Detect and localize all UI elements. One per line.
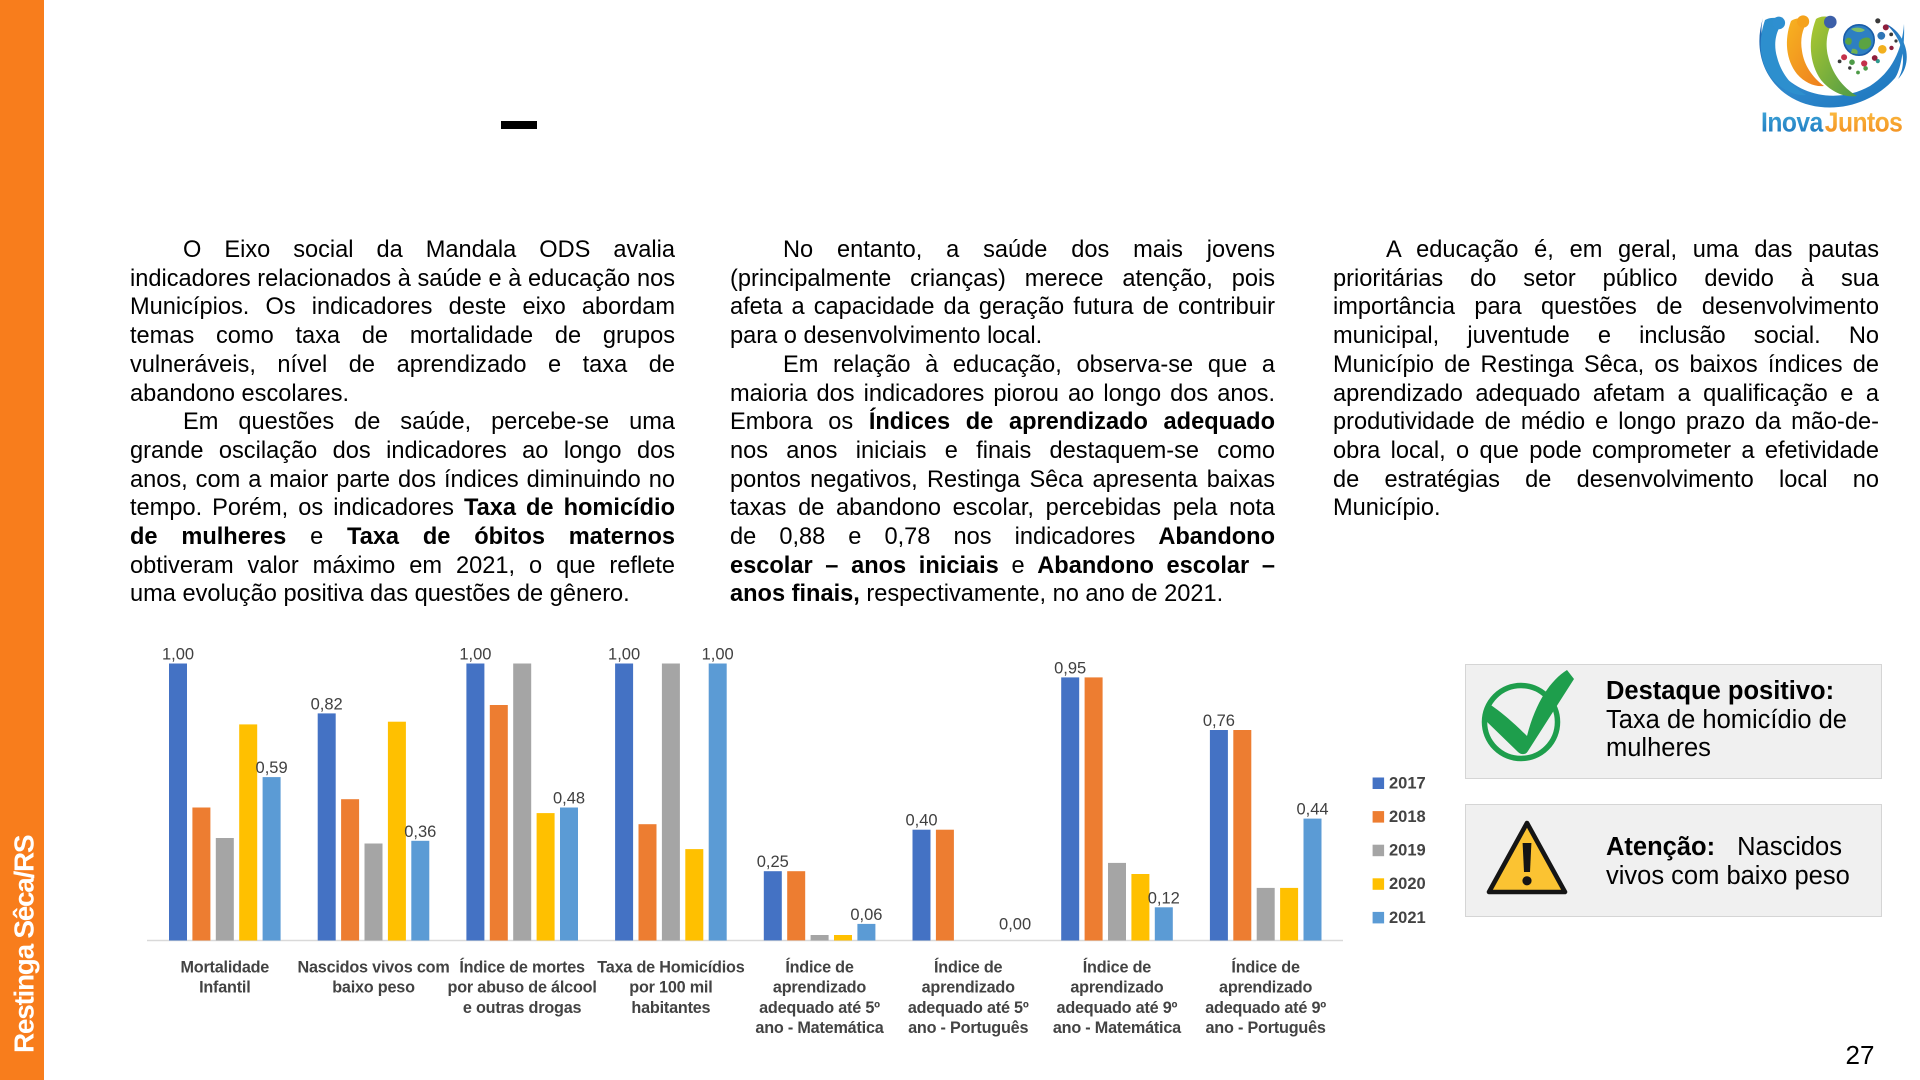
svg-text:Infantil: Infantil xyxy=(199,979,250,997)
svg-text:aprendizado: aprendizado xyxy=(773,979,866,997)
svg-text:Juntos: Juntos xyxy=(1825,106,1903,138)
svg-text:Índice de mortes: Índice de mortes xyxy=(459,957,585,976)
svg-text:e outras drogas: e outras drogas xyxy=(463,999,582,1017)
svg-text:Nascidos vivos com: Nascidos vivos com xyxy=(297,958,449,976)
svg-text:habitantes: habitantes xyxy=(631,999,710,1017)
svg-text:adequado até 5º: adequado até 5º xyxy=(759,999,880,1017)
svg-text:0,12: 0,12 xyxy=(1148,889,1180,907)
svg-text:aprendizado: aprendizado xyxy=(922,979,1015,997)
svg-text:0,48: 0,48 xyxy=(553,790,585,808)
svg-text:0,95: 0,95 xyxy=(1054,659,1086,677)
svg-text:1,00: 1,00 xyxy=(608,646,640,664)
svg-text:adequado até 9º: adequado até 9º xyxy=(1205,999,1326,1017)
svg-text:0,06: 0,06 xyxy=(850,906,882,924)
svg-text:2019: 2019 xyxy=(1389,842,1426,860)
svg-text:0,76: 0,76 xyxy=(1203,712,1235,730)
svg-text:Índice de: Índice de xyxy=(785,957,854,976)
svg-text:Índice de: Índice de xyxy=(934,957,1003,976)
svg-text:adequado até 9º: adequado até 9º xyxy=(1057,999,1178,1017)
svg-text:ano - Português: ano - Português xyxy=(908,1019,1028,1037)
svg-text:Mortalidade: Mortalidade xyxy=(180,958,269,976)
svg-text:2018: 2018 xyxy=(1389,808,1426,826)
svg-text:0,36: 0,36 xyxy=(404,823,436,841)
svg-text:0,25: 0,25 xyxy=(757,853,789,871)
svg-text:Taxa de Homicídios: Taxa de Homicídios xyxy=(597,958,744,976)
svg-text:adequado até 5º: adequado até 5º xyxy=(908,999,1029,1017)
svg-text:aprendizado: aprendizado xyxy=(1070,979,1163,997)
svg-text:2017: 2017 xyxy=(1389,774,1426,792)
svg-text:2020: 2020 xyxy=(1389,875,1426,893)
svg-text:por abuso de álcool: por abuso de álcool xyxy=(448,979,597,997)
svg-text:aprendizado: aprendizado xyxy=(1219,979,1312,997)
svg-text:ano - Português: ano - Português xyxy=(1205,1019,1325,1037)
svg-text:1,00: 1,00 xyxy=(162,646,194,664)
svg-text:Inova: Inova xyxy=(1761,106,1824,138)
svg-text:2021: 2021 xyxy=(1389,909,1426,927)
svg-text:ano - Matemática: ano - Matemática xyxy=(1053,1019,1182,1037)
svg-text:0,00: 0,00 xyxy=(999,916,1031,934)
svg-text:0,40: 0,40 xyxy=(905,812,937,830)
svg-text:0,82: 0,82 xyxy=(311,695,343,713)
svg-text:Índice de: Índice de xyxy=(1083,957,1152,976)
svg-text:1,00: 1,00 xyxy=(459,646,491,664)
svg-text:baixo peso: baixo peso xyxy=(332,979,415,997)
svg-text:Restinga Sêca/RS: Restinga Sêca/RS xyxy=(9,835,40,1053)
svg-text:por 100 mil: por 100 mil xyxy=(629,979,712,997)
svg-text:ano - Matemática: ano - Matemática xyxy=(755,1019,884,1037)
svg-text:0,59: 0,59 xyxy=(256,759,288,777)
svg-text:0,44: 0,44 xyxy=(1296,801,1328,819)
svg-text:1,00: 1,00 xyxy=(702,646,734,664)
svg-text:Índice de: Índice de xyxy=(1231,957,1300,976)
